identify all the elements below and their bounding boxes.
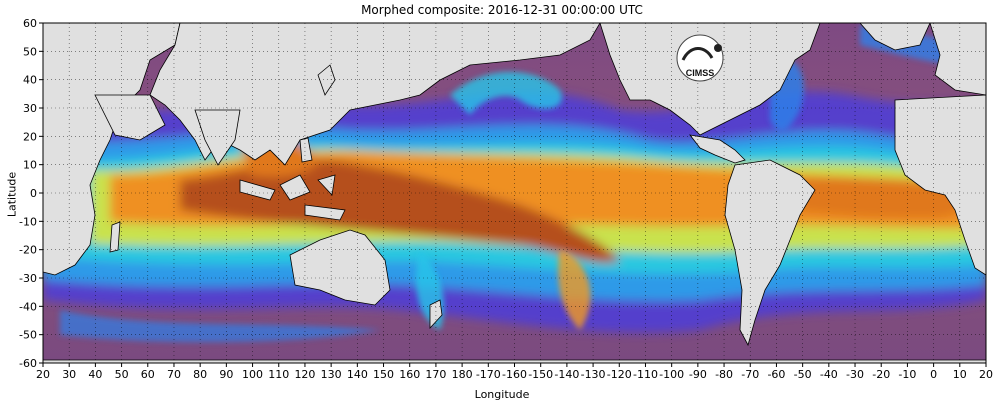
x-tick-label: 10: [953, 368, 967, 381]
graticule: [43, 23, 986, 363]
x-axis-ticks: 20 30 40 50 60 70 80 90 100 110 120 130 140 150 160 170…: [36, 363, 993, 381]
x-tick-label: 130: [321, 368, 342, 381]
x-tick-label: -140: [554, 368, 579, 381]
x-tick-label: -40: [820, 368, 838, 381]
x-tick-label: 30: [62, 368, 76, 381]
x-tick-label: -150: [528, 368, 553, 381]
x-tick-label: -10: [898, 368, 916, 381]
y-tick-label: -40: [19, 300, 37, 313]
x-tick-label: -60: [767, 368, 785, 381]
land-philippines: [299, 137, 313, 163]
x-tick-label: 20: [979, 368, 993, 381]
y-tick-label: 40: [23, 74, 37, 87]
x-tick-label: 170: [425, 368, 446, 381]
y-tick-label: -10: [19, 215, 37, 228]
x-tick-label: -80: [715, 368, 733, 381]
x-tick-label: 20: [36, 368, 50, 381]
x-tick-label: 110: [268, 368, 289, 381]
y-tick-label: 10: [23, 159, 37, 172]
land-madagascar: [109, 221, 121, 253]
x-tick-label: 80: [193, 368, 207, 381]
x-tick-label: 180: [452, 368, 473, 381]
x-tick-label: -100: [659, 368, 684, 381]
x-tick-label: 50: [115, 368, 129, 381]
y-tick-label: -20: [19, 244, 37, 257]
x-tick-label: 150: [373, 368, 394, 381]
x-tick-label: -30: [846, 368, 864, 381]
plot-area: [43, 23, 986, 363]
land-japan: [317, 64, 336, 96]
y-tick-label: 50: [23, 45, 37, 58]
y-tick-label: 60: [23, 17, 37, 30]
map-title: Morphed composite: 2016-12-31 00:00:00 U…: [361, 3, 643, 17]
land-indonesia: [239, 174, 346, 221]
land-europe-wrap: [929, 23, 986, 96]
land-arabia: [94, 94, 166, 141]
land-africa: [43, 23, 181, 276]
x-tick-label: -130: [581, 368, 606, 381]
y-axis-ticks: 60 50 40 30 20 10 0 -10 -20 -30 -40 -50 -60: [19, 17, 43, 370]
y-tick-label: -30: [19, 272, 37, 285]
x-tick-label: -50: [794, 368, 812, 381]
land-australia: [289, 229, 391, 306]
x-tick-label: -70: [741, 368, 759, 381]
land-india: [194, 109, 241, 166]
x-tick-label: -110: [633, 368, 658, 381]
x-tick-label: -170: [476, 368, 501, 381]
y-tick-label: -50: [19, 329, 37, 342]
land-masses: [43, 23, 986, 363]
x-axis-label: Longitude: [474, 388, 530, 401]
y-tick-label: -60: [19, 357, 37, 370]
land-south-america: [724, 159, 816, 347]
land-newzealand: [429, 299, 443, 330]
x-tick-label: 0: [930, 368, 937, 381]
x-tick-label: -120: [607, 368, 632, 381]
x-tick-label: -20: [872, 368, 890, 381]
x-tick-label: 70: [167, 368, 181, 381]
x-tick-label: 40: [88, 368, 102, 381]
x-tick-label: 60: [141, 368, 155, 381]
y-tick-label: 0: [30, 187, 37, 200]
x-tick-label: 120: [294, 368, 315, 381]
y-tick-label: 20: [23, 130, 37, 143]
x-tick-label: -160: [502, 368, 527, 381]
x-tick-label: 160: [399, 368, 420, 381]
y-tick-label: 30: [23, 102, 37, 115]
x-tick-label: -90: [689, 368, 707, 381]
cimss-logo: CIMSS: [676, 34, 724, 82]
land-africa-wrap: [894, 94, 986, 276]
cimss-logo-text: CIMSS: [686, 68, 715, 78]
x-tick-label: 140: [347, 368, 368, 381]
land-central-america: [689, 134, 746, 164]
land-eurasia: [149, 23, 601, 166]
x-tick-label: 100: [242, 368, 263, 381]
x-tick-label: 90: [219, 368, 233, 381]
